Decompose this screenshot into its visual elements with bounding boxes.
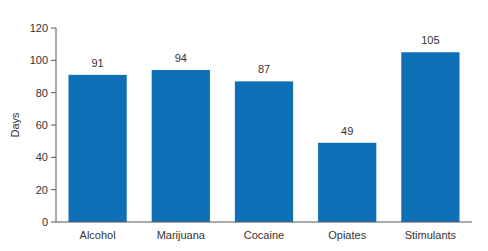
- y-tick: [51, 92, 56, 93]
- x-tick-label: Alcohol: [80, 229, 116, 241]
- y-tick-label: 40: [36, 151, 48, 163]
- chart: 0 20 40 60 80 100 120 Days 91 94 87 49 105 Alcohol Mar…: [0, 0, 488, 251]
- x-axis-line: [56, 222, 472, 223]
- y-tick: [51, 60, 56, 61]
- x-tick-label: Opiates: [328, 229, 366, 241]
- data-label: 87: [258, 63, 270, 75]
- y-tick-label: 100: [30, 54, 48, 66]
- bar: [68, 75, 126, 222]
- bar: [152, 70, 210, 222]
- y-tick-label: 0: [42, 216, 48, 228]
- y-tick-label: 80: [36, 87, 48, 99]
- x-tick-label: Stimulants: [405, 229, 457, 241]
- bar: [401, 52, 459, 222]
- y-axis-line: [56, 28, 57, 222]
- bar: [235, 81, 293, 222]
- y-tick: [51, 157, 56, 158]
- data-label: 94: [175, 52, 187, 64]
- y-axis-label: Days: [9, 112, 21, 138]
- y-tick-label: 120: [30, 22, 48, 34]
- data-label: 91: [91, 57, 103, 69]
- data-label: 105: [421, 34, 439, 46]
- bar: [318, 143, 376, 222]
- data-label: 49: [341, 125, 353, 137]
- y-tick: [51, 125, 56, 126]
- x-tick-label: Cocaine: [244, 229, 284, 241]
- y-tick: [51, 28, 56, 29]
- y-tick-label: 20: [36, 184, 48, 196]
- bars: [68, 52, 459, 222]
- y-tick-label: 60: [36, 119, 48, 131]
- y-tick: [51, 189, 56, 190]
- y-tick: [51, 222, 56, 223]
- x-tick-label: Marijuana: [157, 229, 206, 241]
